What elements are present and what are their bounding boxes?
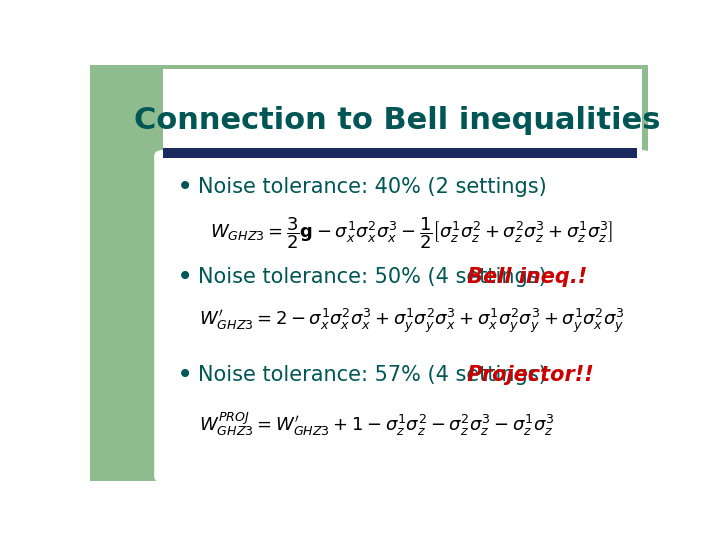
Text: •: • [176, 361, 193, 389]
Text: Noise tolerance: 40% (2 settings): Noise tolerance: 40% (2 settings) [198, 178, 546, 198]
Text: Bell ineq.!: Bell ineq.! [460, 267, 588, 287]
Bar [163, 148, 637, 158]
FancyBboxPatch shape [154, 150, 651, 483]
Text: Noise tolerance: 57% (4 settings): Noise tolerance: 57% (4 settings) [198, 364, 546, 384]
Bar [90, 65, 166, 481]
Text: $W^{PROJ}_{GHZ3} = W^{\prime}_{GHZ3} + 1 - \sigma_z^1\sigma_z^2 - \sigma_z^2\sig: $W^{PROJ}_{GHZ3} = W^{\prime}_{GHZ3} + 1… [199, 411, 554, 438]
Text: $W_{GHZ3} = \dfrac{3}{2}\mathbf{g} - \sigma_x^1\sigma_x^2\sigma_x^3 - \dfrac{1}{: $W_{GHZ3} = \dfrac{3}{2}\mathbf{g} - \si… [210, 215, 613, 251]
Text: Noise tolerance: 50% (4 settings): Noise tolerance: 50% (4 settings) [198, 267, 546, 287]
Text: •: • [176, 263, 193, 291]
Text: •: • [176, 173, 193, 201]
Bar [163, 69, 642, 156]
Text: Projector!!: Projector!! [460, 364, 594, 384]
Text: $W^{\prime}_{GHZ3} = 2 - \sigma_x^1\sigma_x^2\sigma_x^3 + \sigma_y^1\sigma_y^2\s: $W^{\prime}_{GHZ3} = 2 - \sigma_x^1\sigm… [199, 306, 624, 335]
Text: Connection to Bell inequalities: Connection to Bell inequalities [134, 106, 660, 136]
Bar [90, 65, 648, 156]
